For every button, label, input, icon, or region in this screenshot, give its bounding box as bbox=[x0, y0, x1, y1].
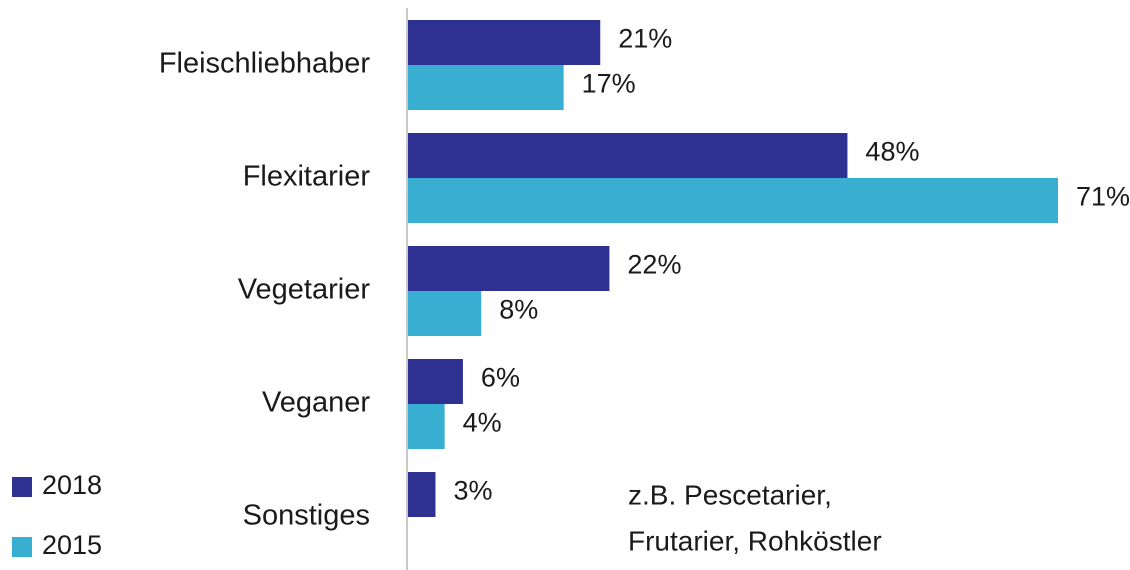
value-label: 4% bbox=[463, 408, 502, 438]
category-label: Veganer bbox=[262, 387, 370, 419]
value-label: 22% bbox=[627, 250, 681, 280]
bar bbox=[408, 65, 564, 110]
bar bbox=[408, 291, 482, 336]
value-label: 17% bbox=[582, 69, 636, 99]
bar bbox=[408, 20, 601, 65]
legend-swatch bbox=[12, 537, 32, 557]
category-label: Sonstiges bbox=[243, 500, 370, 532]
bar bbox=[408, 178, 1058, 223]
annotation: z.B. Pescetarier, bbox=[628, 479, 832, 510]
bar bbox=[408, 404, 445, 449]
bar bbox=[408, 359, 463, 404]
legend-swatch bbox=[12, 477, 32, 497]
legend-label: 2018 bbox=[42, 470, 102, 500]
value-label: 6% bbox=[481, 363, 520, 393]
value-label: 71% bbox=[1076, 182, 1130, 212]
value-label: 8% bbox=[499, 295, 538, 325]
value-label: 21% bbox=[618, 24, 672, 54]
bar bbox=[408, 133, 848, 178]
category-label: Fleischliebhaber bbox=[159, 48, 371, 80]
legend-label: 2015 bbox=[42, 530, 102, 560]
value-label: 48% bbox=[865, 137, 919, 167]
value-label: 3% bbox=[453, 476, 492, 506]
category-label: Flexitarier bbox=[243, 161, 371, 193]
bar bbox=[408, 246, 610, 291]
bar bbox=[408, 472, 436, 517]
category-label: Vegetarier bbox=[238, 274, 371, 306]
annotation: Frutarier, Rohköstler bbox=[628, 525, 882, 556]
